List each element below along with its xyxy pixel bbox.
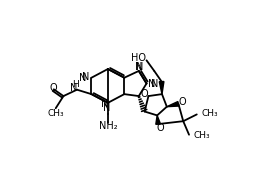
Text: N: N bbox=[79, 73, 87, 83]
Polygon shape bbox=[159, 82, 164, 94]
Text: O: O bbox=[49, 83, 57, 93]
Text: N: N bbox=[135, 62, 143, 72]
Text: N: N bbox=[101, 99, 108, 109]
Text: N: N bbox=[103, 103, 111, 113]
Text: O: O bbox=[156, 122, 164, 132]
Text: N: N bbox=[82, 72, 90, 82]
Text: H: H bbox=[72, 80, 79, 89]
Text: N: N bbox=[70, 83, 77, 93]
Text: N: N bbox=[148, 79, 155, 90]
Text: CH₃: CH₃ bbox=[202, 109, 218, 118]
Text: HO: HO bbox=[131, 53, 146, 63]
Text: O: O bbox=[178, 97, 186, 107]
Text: CH₃: CH₃ bbox=[194, 131, 210, 140]
Polygon shape bbox=[156, 115, 160, 124]
Text: N: N bbox=[136, 62, 143, 72]
Text: CH₃: CH₃ bbox=[48, 109, 64, 118]
Text: N: N bbox=[151, 79, 158, 89]
Polygon shape bbox=[167, 102, 179, 107]
Text: NH₂: NH₂ bbox=[99, 121, 117, 131]
Text: O: O bbox=[140, 89, 148, 99]
